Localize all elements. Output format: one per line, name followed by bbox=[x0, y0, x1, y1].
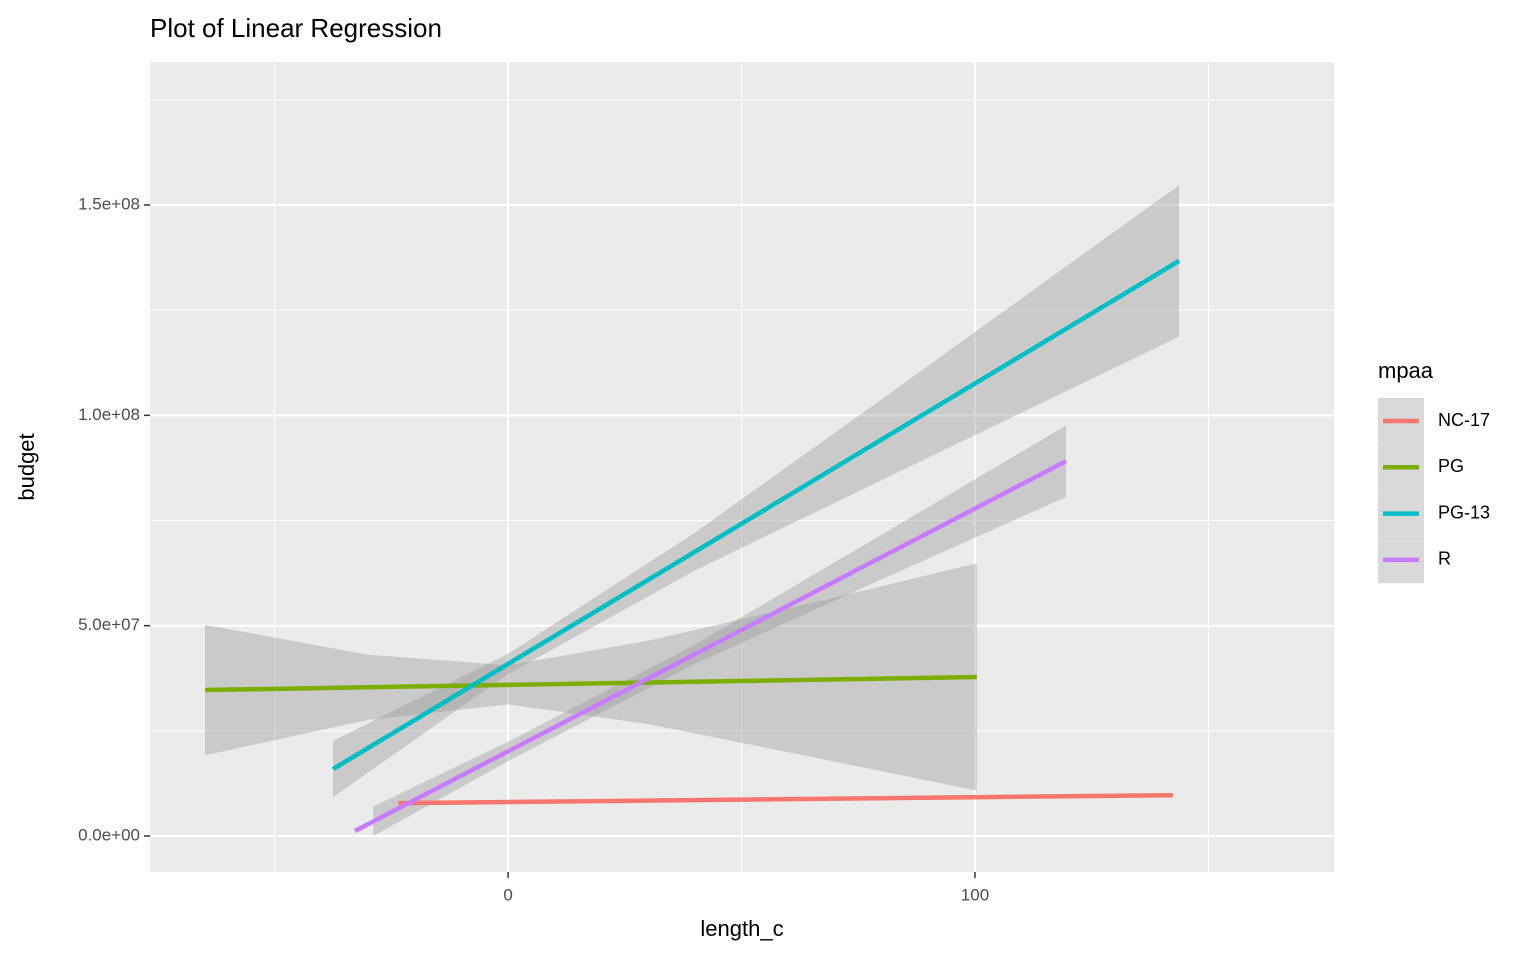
regression-line bbox=[398, 792, 1173, 806]
x-axis-title: length_c bbox=[700, 916, 783, 941]
y-tick-label: 0.0e+00 bbox=[78, 825, 140, 844]
legend-title: mpaa bbox=[1378, 358, 1434, 383]
y-tick-label: 1.5e+08 bbox=[78, 195, 140, 214]
chart-title: Plot of Linear Regression bbox=[150, 13, 442, 43]
regression-line bbox=[331, 259, 1181, 772]
regression-line bbox=[205, 674, 977, 693]
legend-label: NC-17 bbox=[1438, 410, 1490, 430]
legend-label: PG-13 bbox=[1438, 502, 1490, 522]
y-tick-label: 5.0e+07 bbox=[78, 615, 140, 634]
y-axis-title: budget bbox=[14, 433, 39, 500]
confidence-band bbox=[205, 563, 977, 791]
x-tick-label: 100 bbox=[961, 885, 989, 904]
legend-label: PG bbox=[1438, 456, 1464, 476]
regression-line bbox=[353, 459, 1068, 833]
x-tick-label: 0 bbox=[503, 885, 512, 904]
y-tick-label: 1.0e+08 bbox=[78, 405, 140, 424]
legend-label: R bbox=[1438, 549, 1451, 569]
